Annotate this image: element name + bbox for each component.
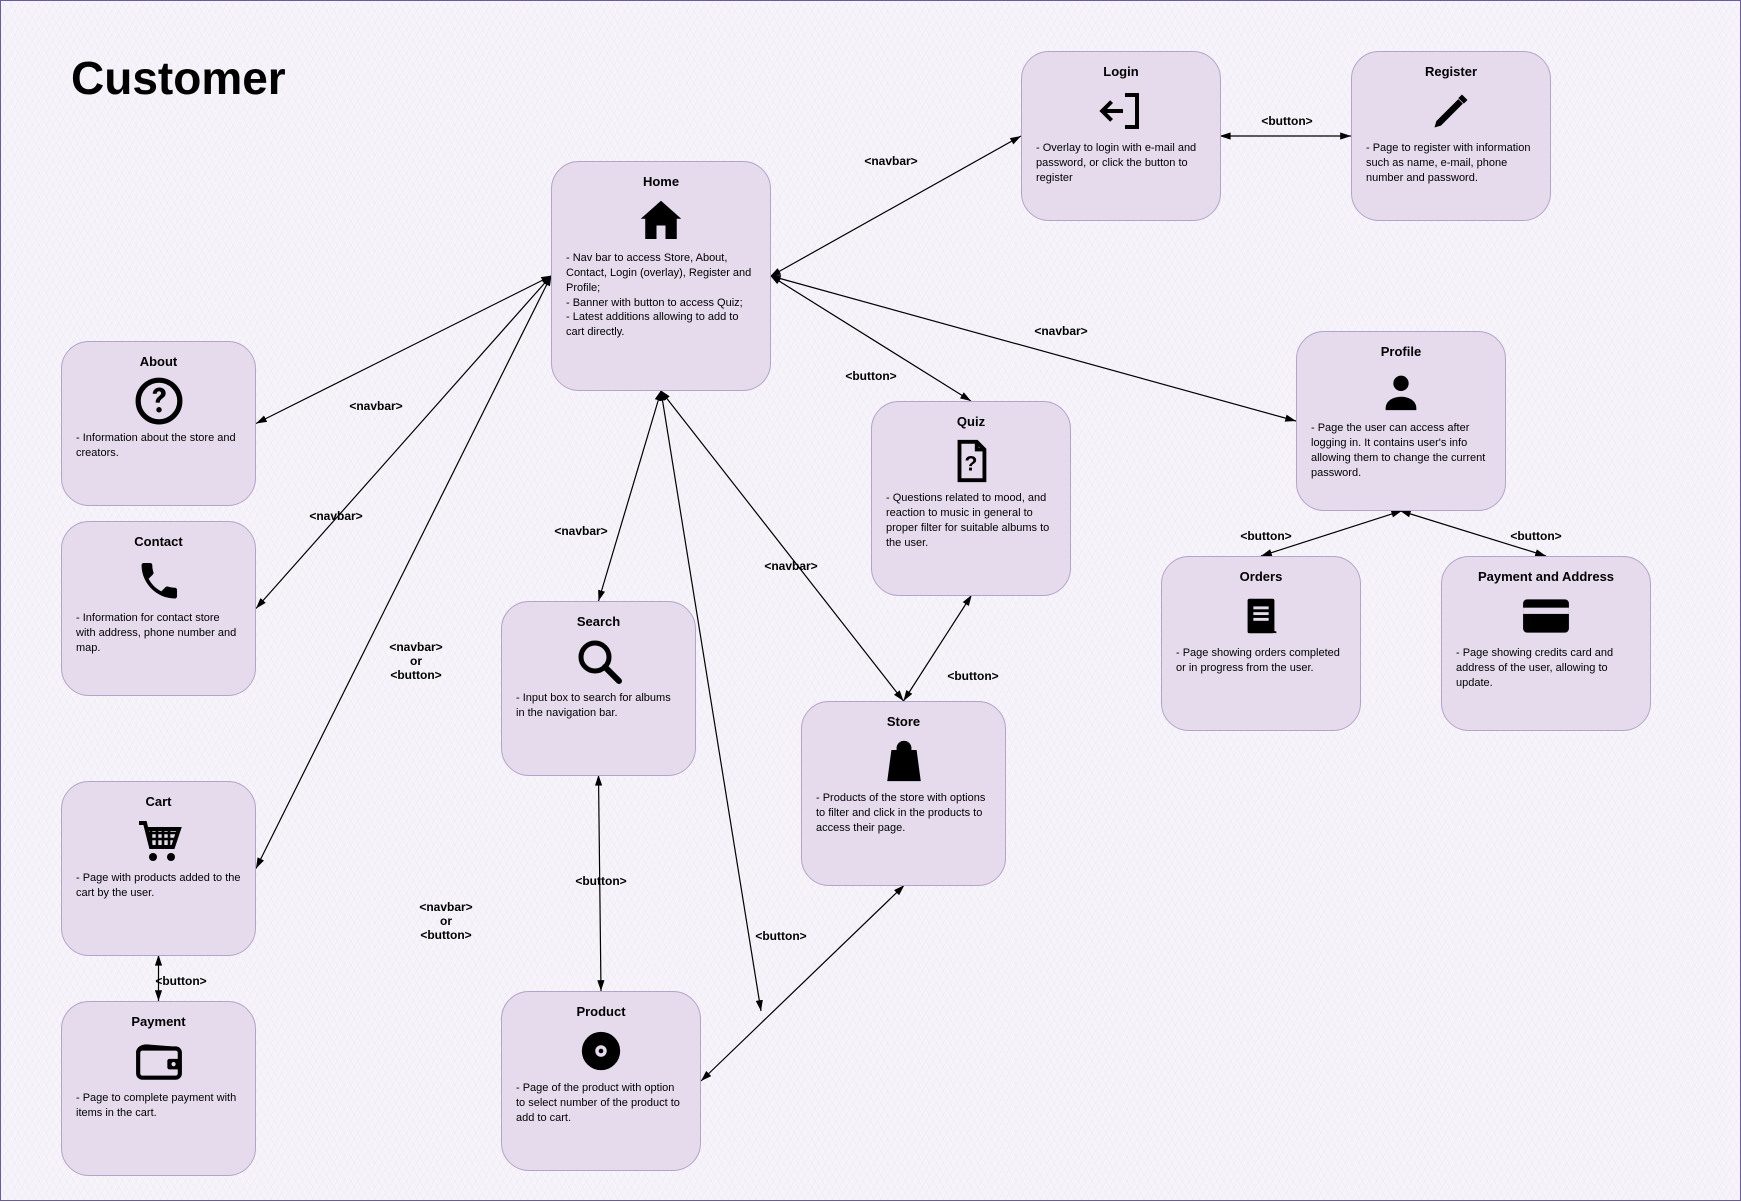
clipboard-icon	[1176, 586, 1346, 646]
node-home: Home - Nav bar to access Store, About, Co…	[551, 161, 771, 391]
node-desc: - Overlay to login with e-mail and passw…	[1036, 141, 1206, 186]
edge-home-store	[661, 391, 904, 701]
card-icon	[1456, 586, 1636, 646]
edge-label: <navbar>	[1034, 324, 1087, 338]
node-register: Register - Page to register with informat…	[1351, 51, 1551, 221]
wallet-icon	[76, 1031, 241, 1091]
edge-home-search	[599, 391, 662, 601]
node-desc: - Information for contact store with add…	[76, 611, 241, 656]
node-desc: - Page to register with information such…	[1366, 141, 1536, 186]
edge-home-about	[256, 276, 551, 424]
node-product: Product - Page of the product with option…	[501, 991, 701, 1171]
bag-icon	[816, 731, 991, 791]
node-desc: - Questions related to mood, and reactio…	[886, 491, 1056, 550]
node-about: About - Information about the store and c…	[61, 341, 256, 506]
node-search: Search - Input box to search for albums i…	[501, 601, 696, 776]
pencil-icon	[1366, 81, 1536, 141]
node-login: Login - Overlay to login with e-mail and …	[1021, 51, 1221, 221]
edge-label: <navbar>	[554, 524, 607, 538]
edge-store-product	[701, 886, 904, 1081]
node-quiz: Quiz? - Questions related to mood, and re…	[871, 401, 1071, 596]
edge-label: <button>	[755, 929, 806, 943]
doc-question-icon: ?	[886, 431, 1056, 491]
node-desc: - Input box to search for albums in the …	[516, 691, 681, 721]
node-desc: - Page showing credits card and address …	[1456, 646, 1636, 691]
node-title: Register	[1366, 64, 1536, 79]
edge-label: <navbar>or<button>	[389, 640, 442, 682]
page-title: Customer	[71, 51, 286, 105]
question-circle-icon	[76, 371, 241, 431]
edge-label: <navbar>	[864, 154, 917, 168]
edge-label: <button>	[1261, 114, 1312, 128]
node-title: Payment	[76, 1014, 241, 1029]
node-desc: - Products of the store with options to …	[816, 791, 991, 836]
node-title: Contact	[76, 534, 241, 549]
node-title: Product	[516, 1004, 686, 1019]
node-desc: - Nav bar to access Store, About, Contac…	[566, 251, 756, 340]
edge-home-cart	[256, 276, 551, 869]
edge-label: <button>	[1240, 529, 1291, 543]
node-title: Orders	[1176, 569, 1346, 584]
edge-label: <button>	[845, 369, 896, 383]
node-title: Quiz	[886, 414, 1056, 429]
edge-home-profile	[771, 276, 1296, 421]
node-store: Store - Products of the store with option…	[801, 701, 1006, 886]
edge-label: <button>	[947, 669, 998, 683]
edge-label: <button>	[1510, 529, 1561, 543]
svg-text:?: ?	[965, 453, 978, 476]
edge-label: <navbar>	[309, 509, 362, 523]
node-title: Login	[1036, 64, 1206, 79]
home-icon	[566, 191, 756, 251]
node-title: Cart	[76, 794, 241, 809]
search-icon	[516, 631, 681, 691]
node-contact: Contact - Information for contact store w…	[61, 521, 256, 696]
node-title: Home	[566, 174, 756, 189]
node-title: Payment and Address	[1456, 569, 1636, 584]
node-profile: Profile - Page the user can access after …	[1296, 331, 1506, 511]
edge-label: <button>	[155, 974, 206, 988]
edge-home-contact	[256, 276, 551, 609]
edge-label: <navbar>	[764, 559, 817, 573]
edge-quiz-store	[904, 596, 972, 701]
node-desc: - Information about the store and creato…	[76, 431, 241, 461]
node-desc: - Page to complete payment with items in…	[76, 1091, 241, 1121]
node-desc: - Page of the product with option to sel…	[516, 1081, 686, 1126]
node-title: Store	[816, 714, 991, 729]
edge-label: <navbar>	[349, 399, 402, 413]
node-desc: - Page the user can access after logging…	[1311, 421, 1491, 480]
node-desc: - Page showing orders completed or in pr…	[1176, 646, 1346, 676]
phone-icon	[76, 551, 241, 611]
node-cart: Cart - Page with products added to the ca…	[61, 781, 256, 956]
login-icon	[1036, 81, 1206, 141]
edge-label: <button>	[575, 874, 626, 888]
node-title: About	[76, 354, 241, 369]
disc-icon	[516, 1021, 686, 1081]
node-orders: Orders - Page showing orders completed or…	[1161, 556, 1361, 731]
node-payaddr: Payment and Address - Page showing credit…	[1441, 556, 1651, 731]
node-payment: Payment - Page to complete payment with i…	[61, 1001, 256, 1176]
edge-label: <navbar>or<button>	[419, 900, 472, 942]
node-desc: - Page with products added to the cart b…	[76, 871, 241, 901]
user-icon	[1311, 361, 1491, 421]
node-title: Search	[516, 614, 681, 629]
cart-icon	[76, 811, 241, 871]
node-title: Profile	[1311, 344, 1491, 359]
